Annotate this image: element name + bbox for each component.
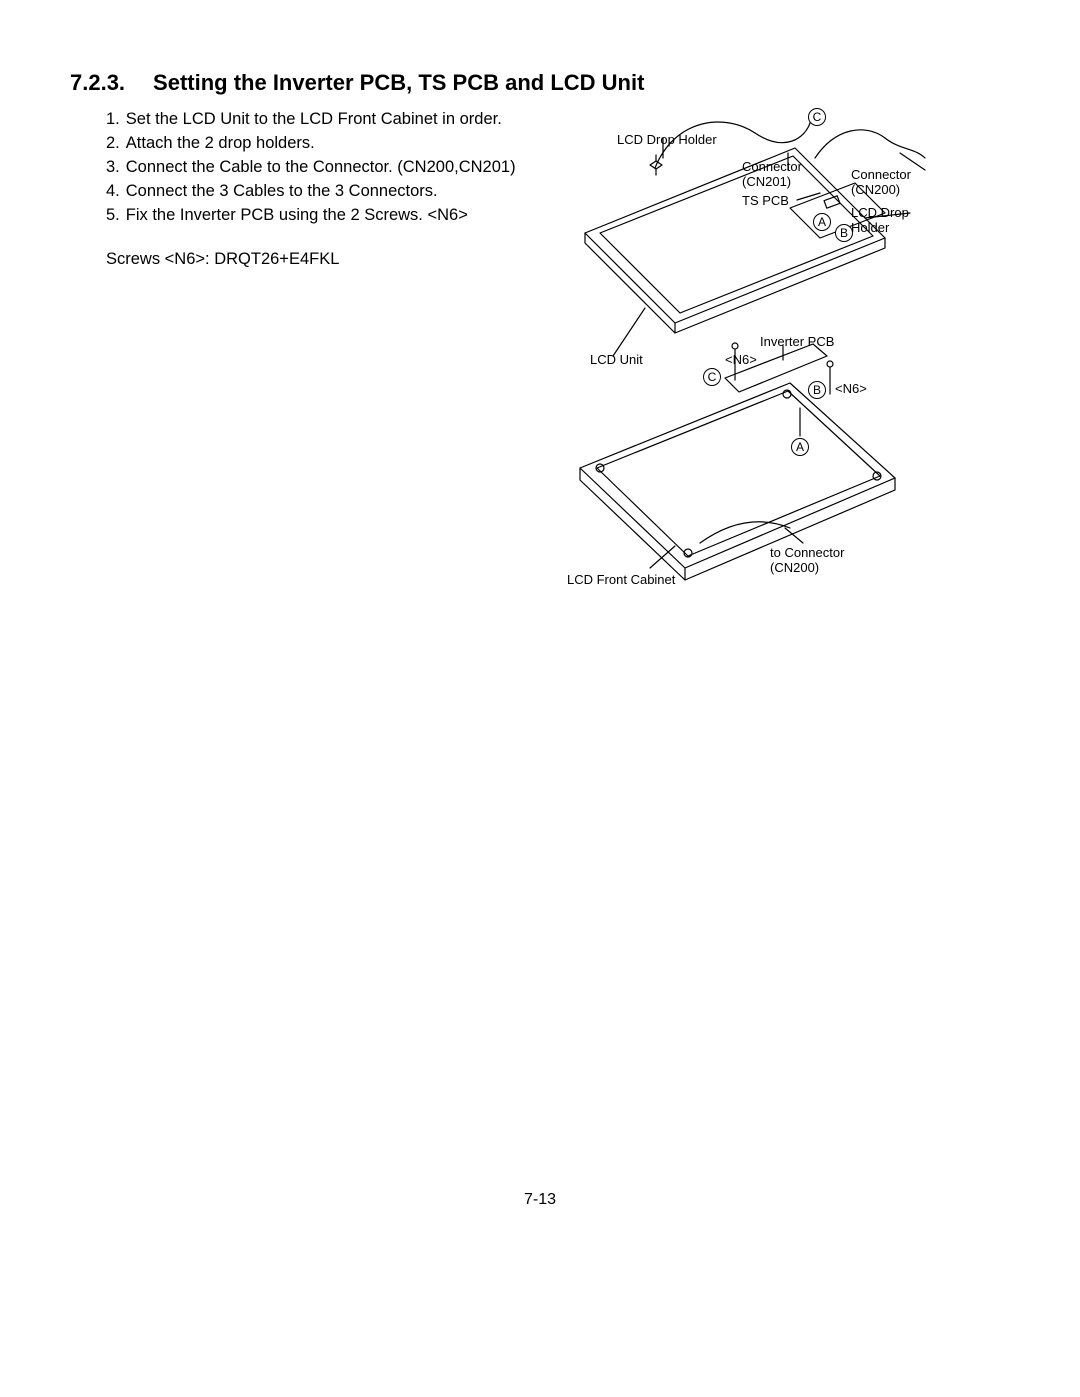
marker-c-top: C bbox=[808, 108, 826, 126]
section-title: Setting the Inverter PCB, TS PCB and LCD… bbox=[153, 70, 644, 96]
section-number: 7.2.3. bbox=[70, 70, 125, 96]
label-to-connector: to Connector (CN200) bbox=[770, 546, 844, 576]
marker-a-top: A bbox=[813, 213, 831, 231]
label-cn201: Connector (CN201) bbox=[742, 160, 802, 190]
label-lcd-drop-holder-r: LCD Drop Holder bbox=[851, 206, 909, 236]
marker-a-low: A bbox=[791, 438, 809, 456]
label-n6-a: <N6> bbox=[725, 353, 757, 368]
label-n6-b: <N6> bbox=[835, 382, 867, 397]
marker-c-mid: C bbox=[703, 368, 721, 386]
section-heading: 7.2.3. Setting the Inverter PCB, TS PCB … bbox=[70, 70, 1020, 96]
label-inverter-pcb: Inverter PCB bbox=[760, 335, 834, 350]
marker-b-mid: B bbox=[808, 381, 826, 399]
label-cn200: Connector (CN200) bbox=[851, 168, 911, 198]
label-lcd-unit: LCD Unit bbox=[590, 353, 643, 368]
label-lcd-drop-holder-top: LCD Drop Holder bbox=[617, 133, 717, 148]
label-lcd-front-cabinet: LCD Front Cabinet bbox=[567, 573, 675, 588]
assembly-diagram: C A B C B A LCD Drop Holder Connector (C… bbox=[555, 98, 995, 608]
label-ts-pcb: TS PCB bbox=[742, 194, 789, 209]
page-number: 7-13 bbox=[0, 1191, 1080, 1209]
